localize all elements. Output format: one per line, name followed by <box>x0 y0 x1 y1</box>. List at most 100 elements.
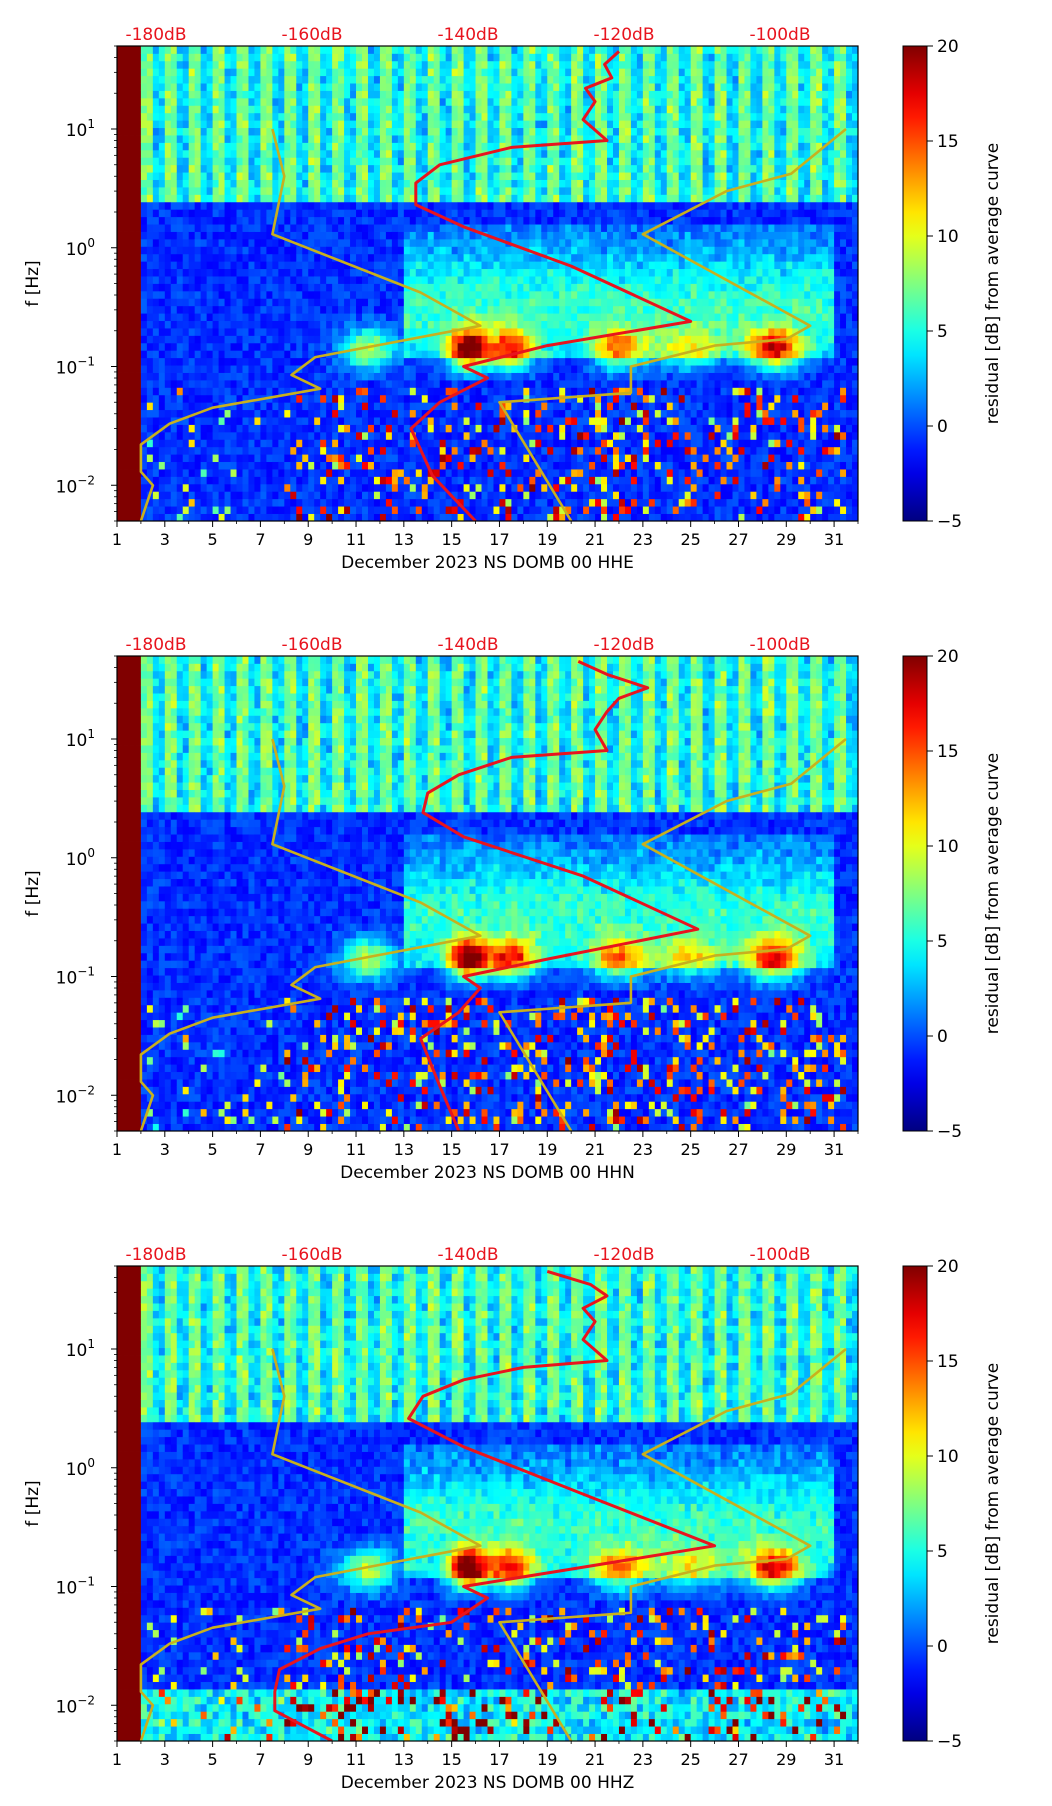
heatmap-cell <box>338 402 345 411</box>
heatmap-cell <box>451 357 459 366</box>
heatmap-cell <box>356 83 363 91</box>
heatmap-cell <box>475 313 482 322</box>
heatmap-cell <box>577 268 584 277</box>
heatmap-cell <box>206 283 214 292</box>
heatmap-cell <box>272 305 279 314</box>
heatmap-cell <box>290 350 297 359</box>
heatmap-cell <box>367 290 375 299</box>
heatmap-cell <box>224 298 231 307</box>
heatmap-cell <box>278 424 285 433</box>
heatmap-cell <box>326 417 333 425</box>
heatmap-cell <box>553 298 560 307</box>
heatmap-cell <box>445 372 453 381</box>
heatmap-cell <box>367 357 375 366</box>
heatmap-cell <box>565 60 572 69</box>
heatmap-cell <box>517 379 524 388</box>
heatmap-cell <box>391 112 399 121</box>
heatmap-cell <box>439 216 447 225</box>
heatmap-cell <box>344 83 351 91</box>
heatmap-cell <box>188 276 196 284</box>
heatmap-cell <box>278 372 285 381</box>
heatmap-cell <box>218 75 225 84</box>
heatmap-cell <box>565 313 572 322</box>
heatmap-cell <box>385 46 393 54</box>
heatmap-cell <box>457 127 464 136</box>
heatmap-cell <box>272 179 279 188</box>
heatmap-cell <box>344 209 351 218</box>
heatmap-cell <box>350 498 357 507</box>
heatmap-cell <box>326 506 333 514</box>
heatmap-cell <box>254 313 261 322</box>
heatmap-cell <box>439 238 447 247</box>
heatmap-cell <box>254 372 261 381</box>
heatmap-cell <box>511 372 518 381</box>
heatmap-cell <box>206 446 214 455</box>
heatmap-cell <box>218 417 225 425</box>
heatmap-cell <box>200 97 208 106</box>
heatmap-cell <box>493 105 500 114</box>
heatmap-cell <box>457 320 464 329</box>
heatmap-cell <box>577 283 584 292</box>
heatmap-cell <box>493 342 500 351</box>
heatmap-cell <box>529 357 536 366</box>
heatmap-cell <box>427 476 435 485</box>
heatmap-cell <box>535 431 542 440</box>
heatmap-cell <box>577 454 584 463</box>
heatmap-cell <box>397 335 405 344</box>
heatmap-cell <box>164 246 172 255</box>
heatmap-cell <box>296 246 303 255</box>
heatmap-cell <box>260 298 267 307</box>
heatmap-cell <box>445 431 453 440</box>
heatmap-cell <box>511 261 518 270</box>
heatmap-cell <box>194 90 202 99</box>
heatmap-cell <box>362 261 369 270</box>
heatmap-cell <box>128 149 136 158</box>
heatmap-cell <box>344 194 351 203</box>
heatmap-cell <box>445 261 453 270</box>
heatmap-cell <box>427 461 435 470</box>
heatmap-cell <box>206 350 214 359</box>
heatmap-cell <box>547 246 554 255</box>
heatmap-cell <box>128 305 136 314</box>
heatmap-cell <box>481 298 488 307</box>
heatmap-cell <box>433 290 441 299</box>
heatmap-cell <box>200 328 208 336</box>
heatmap-cell <box>493 60 500 69</box>
heatmap-cell <box>146 172 154 180</box>
heatmap-cell <box>332 238 339 247</box>
heatmap-cell <box>385 483 393 492</box>
heatmap-cell <box>409 320 417 329</box>
heatmap-cell <box>469 409 476 418</box>
heatmap-cell <box>158 46 166 54</box>
heatmap-cell <box>559 424 566 433</box>
heatmap-cell <box>248 424 255 433</box>
heatmap-cell <box>475 283 482 292</box>
heatmap-cell <box>373 498 381 507</box>
heatmap-cell <box>134 127 142 136</box>
heatmap-cell <box>302 68 309 77</box>
heatmap-cell <box>469 60 476 69</box>
heatmap-cell <box>140 342 148 351</box>
heatmap-cell <box>146 149 154 158</box>
heatmap-cell <box>188 305 196 314</box>
heatmap-cell <box>248 164 255 173</box>
heatmap-cell <box>421 342 429 351</box>
heatmap-cell <box>164 290 172 299</box>
heatmap-cell <box>577 461 584 470</box>
heatmap-cell <box>134 431 142 440</box>
heatmap-cell <box>565 246 572 255</box>
heatmap-cell <box>373 224 381 232</box>
heatmap-cell <box>385 365 393 373</box>
heatmap-cell <box>320 313 327 322</box>
heatmap-cell <box>529 276 536 284</box>
heatmap-cell <box>332 461 339 470</box>
heatmap-cell <box>547 201 554 210</box>
heatmap-cell <box>314 164 321 173</box>
heatmap-cell <box>553 135 560 143</box>
heatmap-cell <box>296 149 303 158</box>
heatmap-cell <box>344 424 351 433</box>
heatmap-cell <box>206 290 214 299</box>
heatmap-cell <box>523 446 530 455</box>
heatmap-cell <box>559 238 566 247</box>
